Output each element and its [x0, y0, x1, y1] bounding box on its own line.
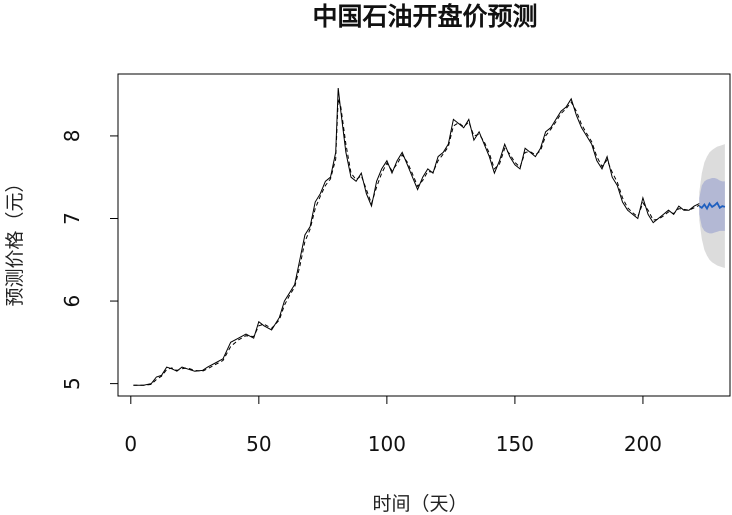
- x-axis: 0 50 100 150 200: [124, 395, 662, 456]
- series-line-solid: [133, 87, 700, 386]
- plot-frame: [117, 73, 731, 397]
- y-axis-title: 预测价格（元）: [4, 173, 26, 306]
- series-line-dashed: [133, 98, 700, 386]
- forecast-mean-line: [698, 201, 726, 211]
- y-tick-label: 8: [60, 130, 84, 143]
- y-tick-label: 6: [60, 295, 84, 308]
- x-tick-label: 150: [496, 432, 534, 456]
- x-axis-title: 时间（天）: [372, 493, 467, 515]
- chart-title: 中国石油开盘价预测: [312, 2, 537, 31]
- y-tick-label: 7: [60, 212, 84, 225]
- y-tick-label: 5: [60, 377, 84, 390]
- x-tick-label: 0: [124, 432, 137, 456]
- x-tick-label: 50: [246, 432, 271, 456]
- series-layer: [133, 87, 726, 386]
- x-tick-label: 100: [368, 432, 406, 456]
- x-tick-label: 200: [624, 432, 662, 456]
- y-axis: 5 6 7 8: [60, 130, 119, 390]
